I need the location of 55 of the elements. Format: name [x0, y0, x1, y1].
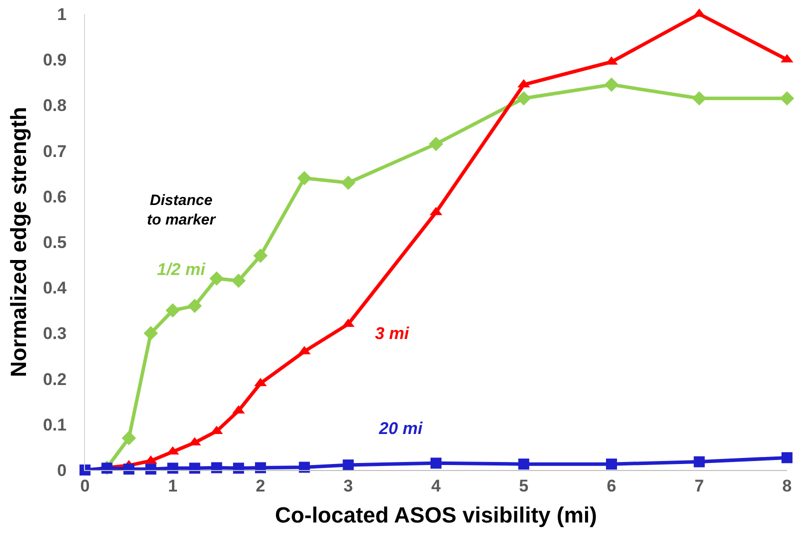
point — [211, 462, 222, 474]
x-tick-label: 4 — [431, 476, 442, 496]
point — [189, 462, 200, 474]
point — [253, 248, 268, 263]
point — [604, 78, 619, 92]
point — [167, 462, 178, 474]
point — [692, 91, 706, 106]
point — [782, 452, 792, 464]
point — [166, 303, 180, 318]
point — [209, 271, 224, 286]
point — [122, 430, 136, 446]
x-tick-label: 5 — [519, 476, 528, 496]
y-tick-label: 0.3 — [42, 324, 67, 344]
point — [516, 91, 531, 106]
y-tick-label: 0.6 — [42, 187, 67, 206]
point — [298, 462, 310, 473]
x-tick-label: 2 — [256, 476, 266, 496]
y-tick-label: 0.5 — [42, 232, 67, 252]
point — [297, 171, 312, 186]
x-tick-label: 1 — [168, 476, 178, 496]
y-tick-label: 0.7 — [42, 142, 67, 161]
series-label: 3 mi — [375, 324, 410, 343]
point — [518, 458, 530, 470]
y-tick-label: 0 — [57, 460, 67, 480]
x-tick-label: 6 — [606, 476, 616, 496]
point — [255, 462, 266, 474]
point — [606, 458, 617, 470]
series-label: 1/2 mi — [157, 260, 206, 279]
y-tick-label: 0.8 — [42, 96, 67, 116]
y-tick-label: 0.4 — [42, 278, 68, 298]
y-tick-label: 0.2 — [42, 370, 67, 389]
point — [231, 274, 246, 288]
y-tick-label: 1 — [57, 4, 67, 24]
point — [145, 464, 156, 475]
point — [188, 298, 202, 313]
point — [428, 136, 444, 152]
point — [341, 176, 356, 190]
legend-title: Distance to marker — [147, 192, 217, 228]
x-axis-title: Co-located ASOS visibility (mi) — [275, 502, 597, 528]
y-axis-title: Normalized edge strength — [6, 106, 31, 378]
point — [342, 459, 354, 470]
point — [694, 456, 705, 468]
point — [430, 458, 442, 469]
point — [144, 326, 158, 340]
point — [123, 464, 134, 475]
y-tick-label: 0.9 — [42, 50, 67, 70]
point — [233, 462, 244, 474]
y-tick-label: 0.1 — [42, 415, 67, 434]
series-label: 20 mi — [378, 419, 424, 438]
point — [780, 91, 794, 106]
point — [80, 464, 90, 476]
x-tick-label: 3 — [344, 476, 353, 496]
x-tick-label: 8 — [782, 476, 792, 496]
x-tick-label: 7 — [694, 476, 704, 496]
x-tick-label: 0 — [80, 476, 90, 496]
